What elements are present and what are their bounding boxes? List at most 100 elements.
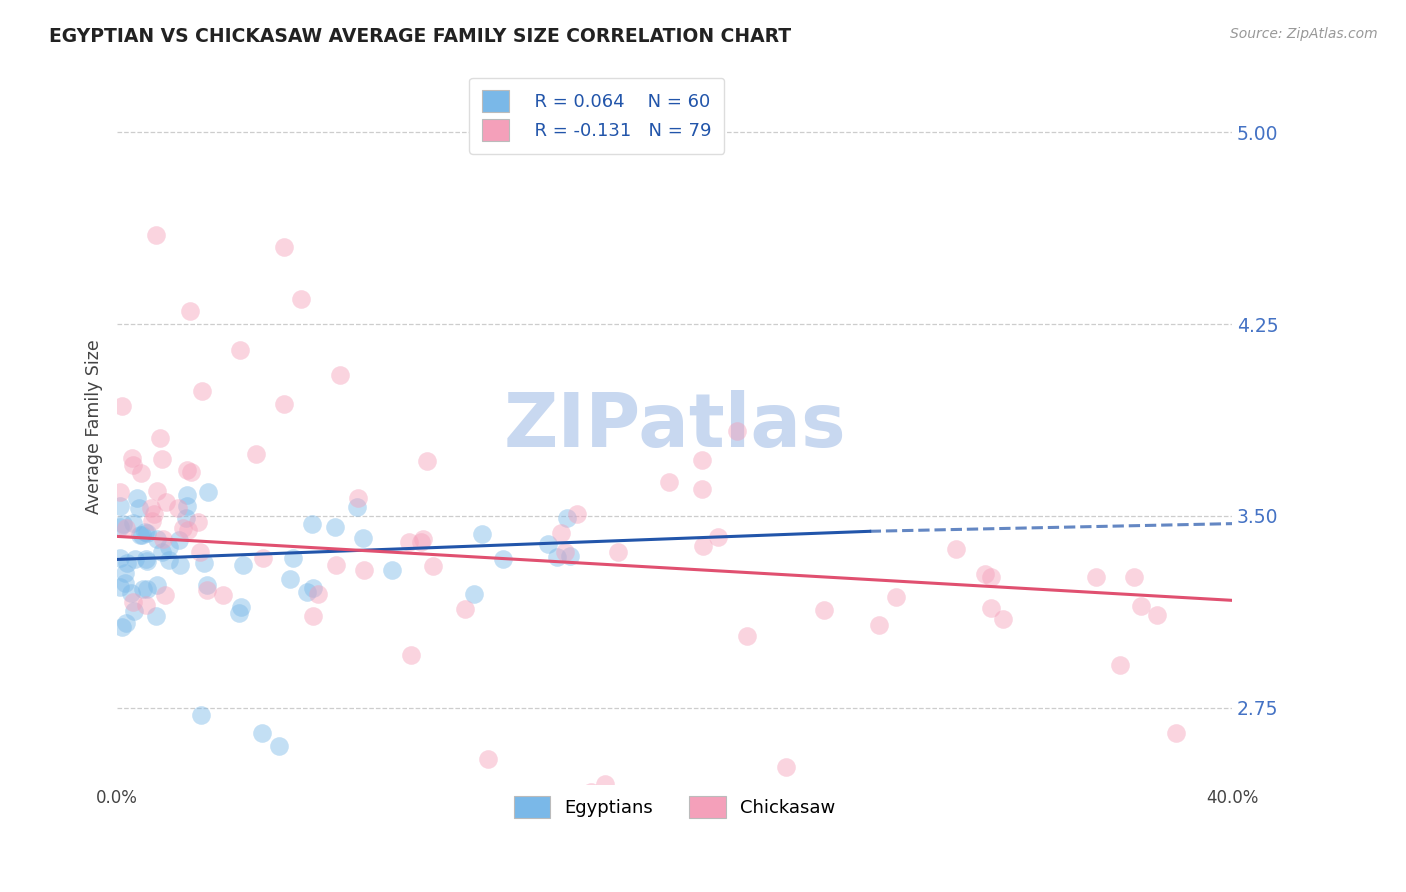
Point — [329, 368, 352, 383]
Point — [1129, 599, 1152, 614]
Point — [1146, 607, 1168, 622]
Point — [131, 528, 153, 542]
Point — [980, 570, 1002, 584]
Legend: Egyptians, Chickasaw: Egyptians, Chickasaw — [506, 789, 842, 825]
Point — [139, 501, 162, 516]
Point — [565, 508, 588, 522]
Point — [172, 521, 194, 535]
Point — [179, 304, 201, 318]
Point — [1122, 570, 1144, 584]
Point — [174, 510, 197, 524]
Point — [121, 450, 143, 465]
Point — [146, 532, 169, 546]
Point — [380, 563, 402, 577]
Point — [550, 526, 572, 541]
Point — [149, 431, 172, 445]
Point — [547, 549, 569, 564]
Point — [115, 616, 138, 631]
Point — [295, 584, 318, 599]
Point — [125, 491, 148, 505]
Point — [129, 466, 152, 480]
Point — [167, 533, 190, 548]
Point — [1085, 570, 1108, 584]
Point — [554, 545, 576, 559]
Point — [409, 535, 432, 549]
Point — [325, 558, 347, 573]
Point — [197, 485, 219, 500]
Point — [114, 566, 136, 580]
Point — [212, 588, 235, 602]
Point — [593, 777, 616, 791]
Point — [346, 500, 368, 514]
Point — [122, 595, 145, 609]
Point — [657, 475, 679, 489]
Point — [190, 708, 212, 723]
Point — [122, 604, 145, 618]
Point — [152, 532, 174, 546]
Point — [111, 516, 134, 531]
Point — [176, 462, 198, 476]
Point — [141, 515, 163, 529]
Point — [290, 292, 312, 306]
Point — [482, 803, 505, 817]
Point — [188, 545, 211, 559]
Point — [706, 530, 728, 544]
Point — [323, 519, 346, 533]
Point — [135, 554, 157, 568]
Point — [195, 577, 218, 591]
Point — [945, 542, 967, 557]
Point — [145, 578, 167, 592]
Point — [115, 557, 138, 571]
Point — [136, 525, 159, 540]
Point — [555, 511, 578, 525]
Point — [150, 545, 173, 559]
Point — [129, 528, 152, 542]
Point — [353, 563, 375, 577]
Point — [471, 527, 494, 541]
Point — [111, 399, 134, 413]
Point — [412, 532, 434, 546]
Point — [155, 495, 177, 509]
Point — [115, 520, 138, 534]
Point — [302, 581, 325, 595]
Text: ZIPatlas: ZIPatlas — [503, 390, 846, 463]
Point — [176, 499, 198, 513]
Point — [108, 485, 131, 500]
Point — [607, 545, 630, 559]
Point — [974, 567, 997, 582]
Y-axis label: Average Family Size: Average Family Size — [86, 339, 103, 514]
Point — [775, 759, 797, 773]
Point — [737, 629, 759, 643]
Point — [134, 525, 156, 540]
Point — [477, 752, 499, 766]
Point — [169, 558, 191, 573]
Point — [352, 531, 374, 545]
Point — [398, 535, 420, 549]
Point — [135, 582, 157, 596]
Point — [145, 608, 167, 623]
Point — [492, 552, 515, 566]
Point — [191, 384, 214, 398]
Point — [347, 491, 370, 506]
Point — [228, 606, 250, 620]
Point — [180, 465, 202, 479]
Point — [157, 552, 180, 566]
Point — [991, 612, 1014, 626]
Point — [120, 586, 142, 600]
Point — [124, 552, 146, 566]
Point — [108, 520, 131, 534]
Point — [245, 447, 267, 461]
Point — [157, 541, 180, 555]
Point — [307, 587, 329, 601]
Point — [273, 397, 295, 411]
Point — [1109, 658, 1132, 673]
Point — [692, 452, 714, 467]
Point — [146, 484, 169, 499]
Point — [108, 580, 131, 594]
Point — [281, 551, 304, 566]
Point — [114, 576, 136, 591]
Point — [884, 591, 907, 605]
Point — [145, 227, 167, 242]
Point — [177, 524, 200, 538]
Point — [868, 618, 890, 632]
